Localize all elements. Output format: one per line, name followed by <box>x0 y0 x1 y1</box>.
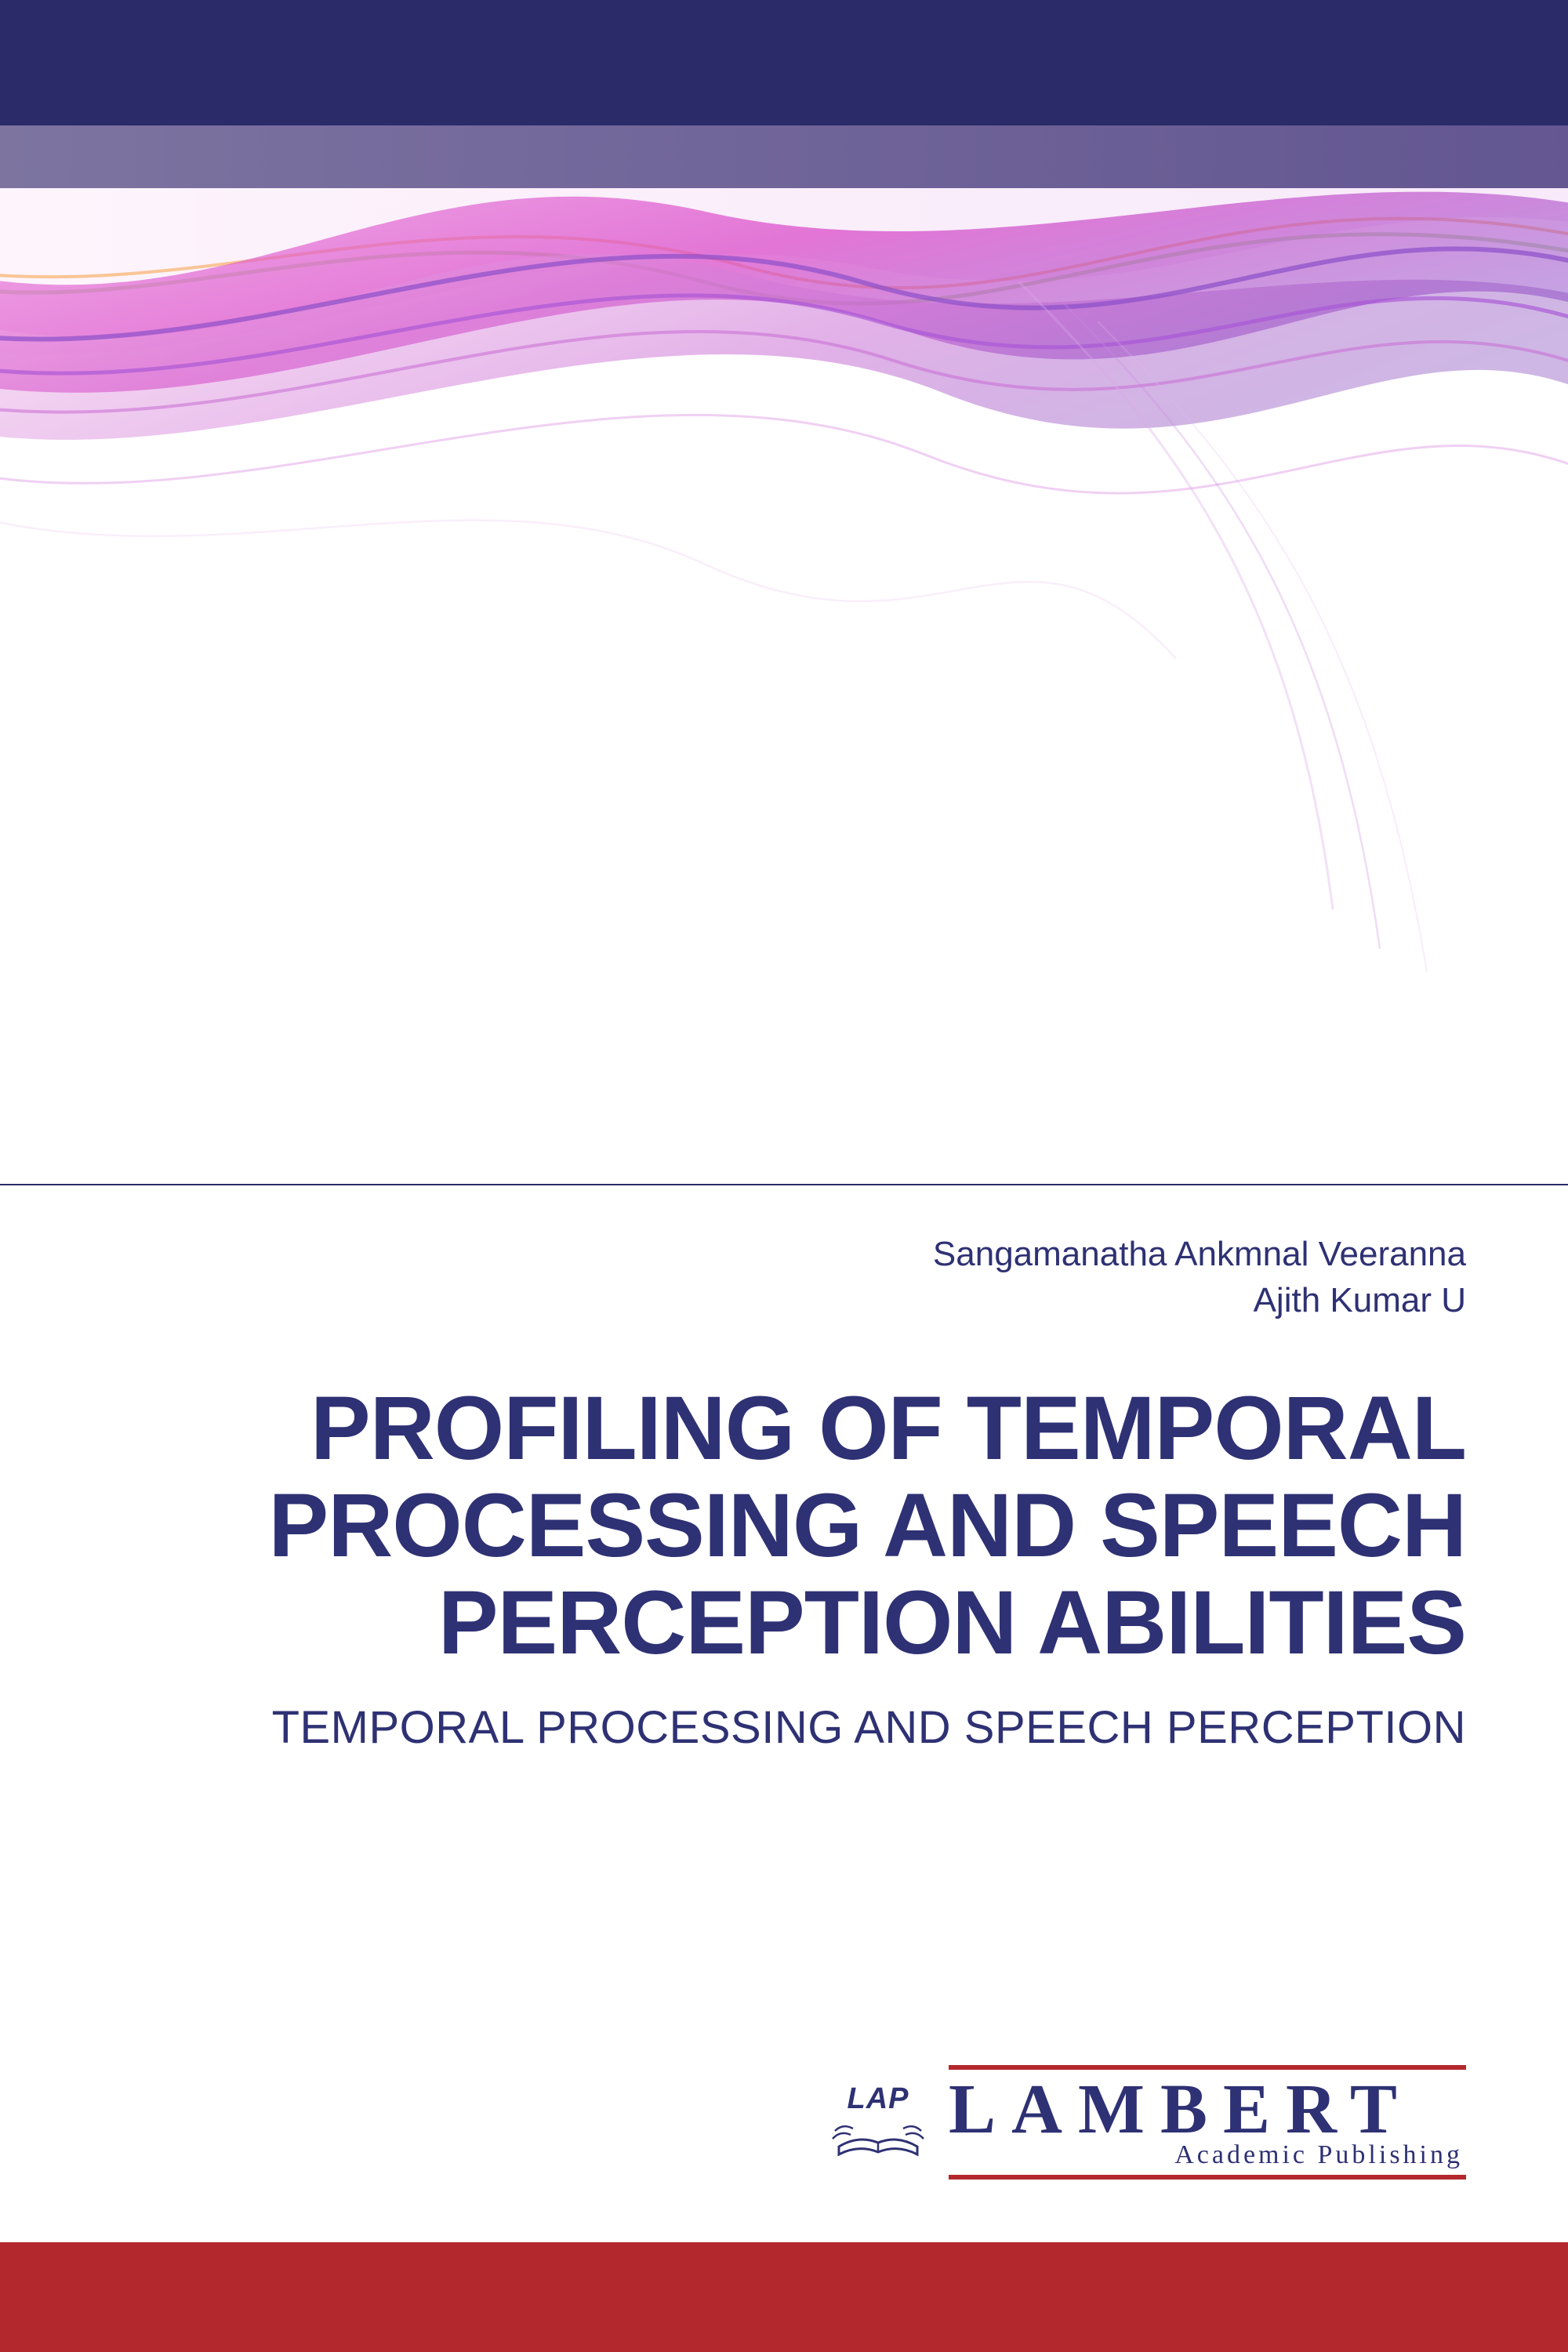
wave-svg <box>0 125 1568 988</box>
author-line-1: Sangamanatha Ankmnal Veeranna <box>933 1231 1466 1277</box>
book-title: PROFILING OF TEMPORAL PROCESSING AND SPE… <box>102 1380 1466 1672</box>
authors-block: Sangamanatha Ankmnal Veeranna Ajith Kuma… <box>933 1231 1466 1324</box>
title-line-2: PROCESSING AND SPEECH <box>102 1477 1466 1574</box>
publisher-name: LAMBERT <box>949 2074 1466 2145</box>
title-line-1: PROFILING OF TEMPORAL <box>102 1380 1466 1477</box>
author-line-2: Ajith Kumar U <box>933 1277 1466 1323</box>
publisher-logo: LAP LAMBERT Academic Publishing <box>831 2065 1466 2180</box>
abstract-wave-graphic <box>0 125 1568 988</box>
publisher-emblem: LAP <box>831 2082 925 2162</box>
logo-rule-top <box>949 2065 1466 2070</box>
publisher-text-block: LAMBERT Academic Publishing <box>949 2065 1466 2180</box>
lap-text: LAP <box>848 2082 909 2116</box>
horizontal-divider <box>0 1184 1568 1185</box>
book-subtitle: TEMPORAL PROCESSING AND SPEECH PERCEPTIO… <box>102 1701 1466 1754</box>
title-line-3: PERCEPTION ABILITIES <box>102 1574 1466 1671</box>
logo-rule-bottom <box>949 2175 1466 2180</box>
publisher-subtitle: Academic Publishing <box>949 2140 1466 2170</box>
bottom-bar <box>0 2242 1568 2352</box>
book-icon <box>831 2119 925 2162</box>
